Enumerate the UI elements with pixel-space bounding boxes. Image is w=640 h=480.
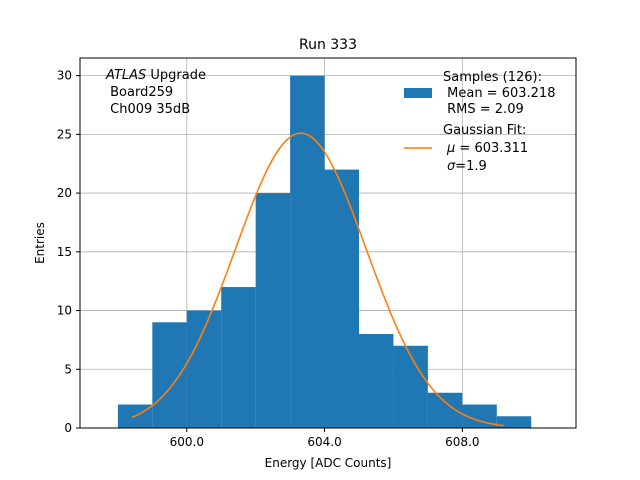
y-tick-label: 30 [57, 69, 72, 83]
legend-sigma-value: =1.9 [455, 159, 487, 174]
x-tick-label: 600.0 [170, 435, 204, 449]
y-tick-label: 25 [57, 127, 72, 141]
legend-hist-line-2: Mean = 603.218 [443, 86, 555, 101]
legend-hist-swatch [404, 88, 432, 98]
histogram-bar [324, 169, 359, 429]
annotation-line-1: ATLAS Upgrade [105, 68, 206, 83]
legend-hist-line-1: Samples (126): [443, 70, 542, 85]
legend-mu-value: = 603.311 [455, 141, 528, 156]
histogram-bar [221, 287, 256, 428]
gaussian-fit-curve [131, 132, 504, 427]
legend-mu-symbol: μ [446, 141, 455, 156]
histogram-bar [152, 322, 187, 428]
gaussian-fit [131, 132, 504, 427]
histogram-bar [290, 75, 325, 428]
x-axis-ticks: 600.0 604.0 608.0 [170, 428, 480, 449]
histogram-bar [359, 334, 394, 428]
annotation-line-3: Ch009 35dB [106, 102, 190, 117]
x-tick-label: 608.0 [445, 435, 479, 449]
annotation-atlas: ATLAS [105, 68, 146, 83]
legend-sigma-symbol: σ [447, 159, 456, 174]
y-axis-label: Entries [33, 222, 47, 264]
x-axis-label: Energy [ADC Counts] [265, 456, 392, 470]
histogram-bar [462, 404, 497, 428]
chart-title: Run 333 [299, 37, 357, 53]
histogram-bar [496, 416, 532, 428]
axes-frame [79, 57, 577, 429]
legend-fit-line-1: Gaussian Fit: [443, 123, 526, 138]
y-tick-label: 10 [57, 304, 72, 318]
legend: Samples (126): Mean = 603.218 RMS = 2.09… [404, 70, 555, 174]
y-tick-label: 0 [64, 421, 72, 435]
histogram-bar [255, 193, 291, 428]
atlas-annotation: ATLAS Upgrade Board259 Ch009 35dB [105, 68, 206, 117]
legend-fit-line-3: σ=1.9 [447, 159, 487, 174]
y-axis-ticks: 0 5 10 15 20 25 30 [57, 69, 80, 435]
x-tick-label: 604.0 [307, 435, 341, 449]
annotation-upgrade: Upgrade [146, 68, 206, 83]
legend-hist-line-3: RMS = 2.09 [443, 102, 524, 117]
annotation-line-2: Board259 [106, 85, 173, 100]
y-tick-label: 15 [57, 245, 72, 259]
histogram-bar [393, 345, 428, 428]
y-tick-label: 20 [57, 186, 72, 200]
legend-fit-line-2: μ = 603.311 [446, 141, 528, 156]
y-tick-label: 5 [64, 362, 72, 376]
